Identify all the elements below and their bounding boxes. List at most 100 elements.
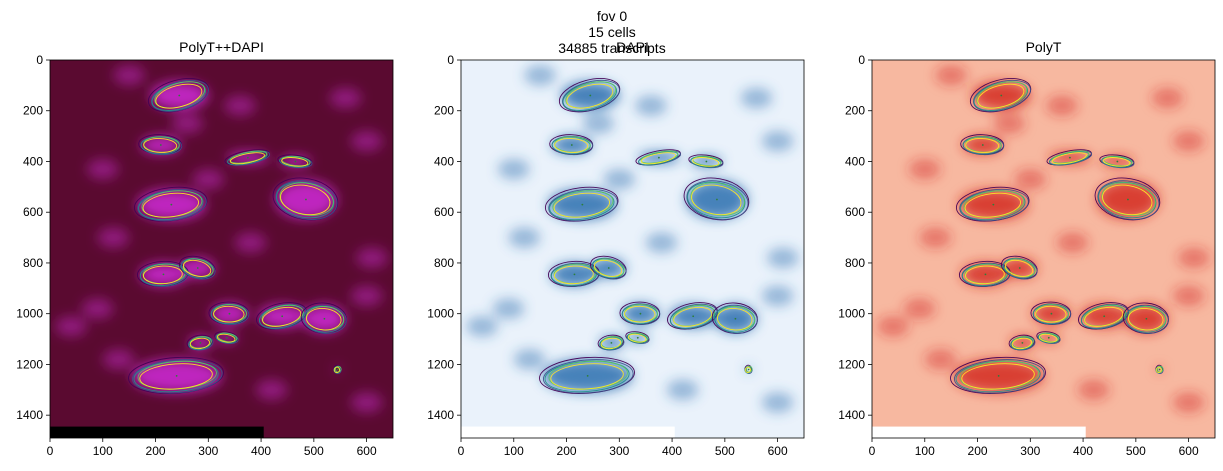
background-blob [492, 298, 525, 319]
cell-centroid [246, 156, 249, 159]
cell-centroid [159, 144, 162, 146]
cell-outline-contour [279, 182, 334, 216]
cell-outline-contour [213, 305, 245, 323]
cell-outline-contour [627, 333, 647, 343]
y-tick-label: 1200 [838, 357, 865, 371]
x-tick-label: 0 [869, 444, 876, 458]
scale-bar [872, 426, 1086, 438]
background-blob [508, 227, 541, 248]
background-blob [350, 131, 383, 152]
cell-centroid [610, 341, 613, 344]
background-blob [466, 316, 498, 337]
background-blob [908, 158, 941, 180]
cell-outline-contour [305, 308, 342, 331]
cell-centroid [657, 156, 660, 159]
cell-outline-contour [683, 177, 750, 221]
cell-centroid [997, 374, 1000, 377]
cell-outline-contour [692, 157, 720, 167]
cell-centroid [747, 368, 750, 371]
background-blob [1172, 392, 1205, 413]
cell-centroid [336, 368, 339, 371]
cell-outline-contour [1051, 152, 1087, 165]
cell-centroid [734, 317, 737, 320]
scale-bar [50, 426, 264, 438]
y-tick-label: 1200 [427, 357, 454, 371]
cell-outline-contour [262, 306, 302, 327]
cell-outline-contour [229, 150, 268, 164]
cell-outline-contour [280, 184, 331, 216]
x-tick-label: 200 [557, 444, 577, 458]
y-tick-label: 400 [434, 154, 454, 168]
background-blob [1046, 95, 1078, 116]
cell-outline-contour [1038, 333, 1058, 343]
panel-polyt: PolyT 0 100 200 300 400 500 600 0 200 400 600 800 100… [838, 39, 1216, 458]
cell-outline-contour [964, 265, 1005, 285]
x-tick-label: 200 [146, 444, 166, 458]
cell-outline-contour [155, 83, 203, 109]
cell-outline-contour [1004, 259, 1034, 277]
y-tick-label: 600 [23, 205, 43, 219]
panel-title: PolyT [1026, 39, 1062, 55]
cell-centroid [1000, 94, 1003, 97]
cell-centroid [162, 273, 165, 276]
cell-outline-contour [1011, 337, 1033, 350]
background-blob [919, 227, 952, 248]
cell-outline-contour [333, 366, 340, 374]
background-blob [192, 169, 225, 190]
cell-outline-contour [1157, 365, 1164, 373]
x-tick-label: 200 [968, 444, 988, 458]
cell-outline-contour [1127, 308, 1164, 331]
cell-outlines [128, 78, 347, 394]
y-tick-label: 600 [434, 205, 454, 219]
background-blob [1172, 131, 1205, 152]
cell-outline-contour [189, 337, 211, 350]
background-blob [767, 247, 799, 269]
background-blob [171, 113, 204, 134]
cell-outline-contour [562, 79, 620, 112]
cell-outline-contour [744, 366, 751, 374]
cell-centroid [196, 267, 199, 269]
cell-outline-contour [1103, 157, 1131, 167]
background-blob [740, 87, 773, 109]
cell-outline-contour [142, 192, 200, 218]
background-blob [582, 113, 615, 134]
image-area [872, 60, 1215, 438]
cell-outline-contour [687, 181, 746, 219]
background-blob [86, 158, 119, 180]
y-tick-label: 600 [845, 205, 865, 219]
x-tick-label: 500 [1126, 444, 1146, 458]
y-tick-label: 0 [36, 53, 43, 67]
cell-outline-contour [624, 305, 656, 323]
background-blob [1151, 87, 1184, 109]
cell-outlines [950, 78, 1169, 394]
cell-outline-contour [276, 181, 335, 219]
x-tick-label: 0 [458, 444, 465, 458]
cell-outline-contour [973, 79, 1031, 112]
suptitle-line-1: fov 0 [597, 8, 628, 24]
background-blob [513, 349, 546, 370]
cell-centroid [573, 273, 576, 276]
intensity-blobs [55, 65, 388, 413]
x-tick-label: 0 [47, 444, 54, 458]
x-tick-label: 400 [251, 444, 271, 458]
cell-centroid [175, 374, 178, 377]
cell-outline-contour [691, 184, 742, 216]
y-tick-label: 1400 [427, 408, 454, 422]
cell-outline-contour [542, 359, 634, 394]
cell-outline-contour [1098, 181, 1157, 219]
y-tick-label: 1200 [16, 357, 43, 371]
cell-outline-contour [1102, 184, 1153, 216]
cell-outline-contour [1084, 306, 1124, 327]
cell-centroid [225, 336, 228, 339]
background-blob [55, 316, 87, 337]
image-area [50, 60, 393, 438]
cell-centroid [281, 315, 284, 318]
y-tick-label: 1000 [16, 307, 43, 321]
cell-outline-contour [953, 359, 1045, 394]
axes-frame [460, 59, 805, 439]
background-blob [255, 379, 288, 400]
cell-outline-contour [229, 152, 265, 165]
cell-outline-contour [690, 182, 745, 216]
cell-outline-contour [142, 265, 183, 285]
image-background [872, 60, 1215, 438]
